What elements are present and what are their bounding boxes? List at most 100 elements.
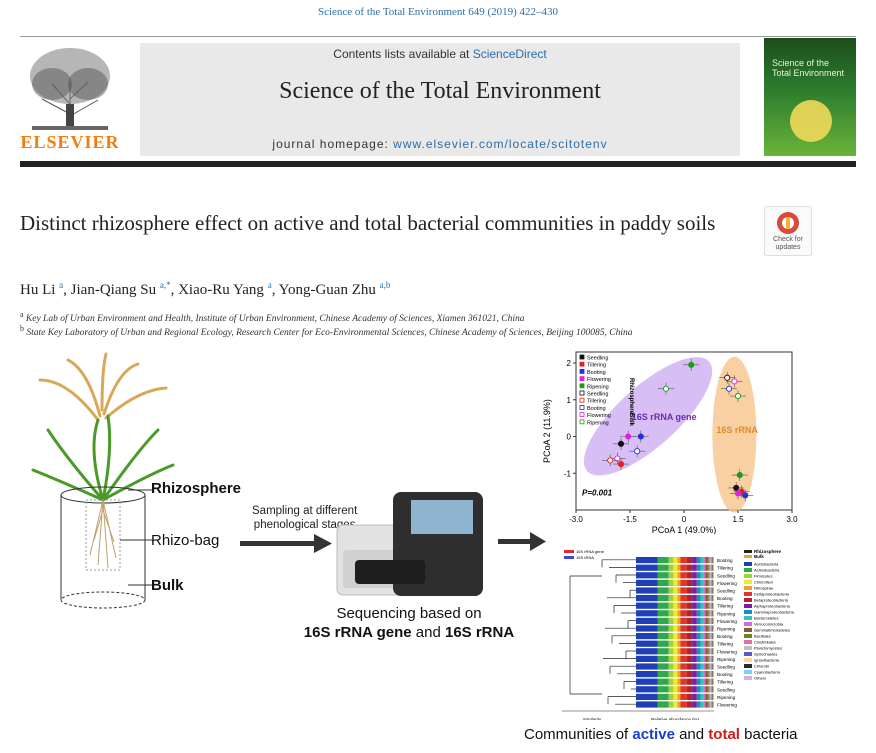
stacked-bar-segment <box>686 579 693 586</box>
taxa-legend-swatch <box>744 610 752 614</box>
stacked-bar-segment <box>705 640 707 647</box>
x-tick-label: 3.0 <box>786 515 798 524</box>
sample-label: Seedling <box>717 573 735 578</box>
stacked-bar-segment <box>706 572 709 579</box>
author-2[interactable]: Jian-Qiang Su a,* <box>70 280 171 298</box>
legend-entry: Booting <box>587 406 606 412</box>
cover-graphic <box>790 100 832 142</box>
stacked-bar-segment <box>710 564 711 571</box>
cover-title-line1: Science of the <box>772 58 830 68</box>
homepage-link[interactable]: www.elsevier.com/locate/scitotenv <box>393 137 608 151</box>
stacked-bar-segment <box>711 625 713 632</box>
stacked-bar-segment <box>677 655 681 662</box>
stacked-bar-segment <box>673 648 678 655</box>
y-tick-label: 2 <box>567 359 572 368</box>
stacked-bar-segment <box>706 625 709 632</box>
journal-banner <box>140 43 740 156</box>
stacked-bar-segment <box>712 625 714 632</box>
data-point <box>733 484 740 492</box>
stacked-bar-segment <box>657 595 669 602</box>
legend-entry: Seedling <box>587 392 608 398</box>
legend-marker <box>579 361 585 367</box>
stacked-bar-segment <box>636 640 658 647</box>
stacked-bar-segment <box>636 701 658 708</box>
sample-label: Booting <box>717 596 733 601</box>
stacked-bar-segment <box>673 655 678 662</box>
taxa-legend-label: Betaproteobacteria <box>754 598 789 603</box>
stacked-bar-segment <box>710 701 712 708</box>
stacked-bar-segment <box>673 640 678 647</box>
author-list: Hu Li a, Jian-Qiang Su a,*, Xiao-Ru Yang… <box>20 280 391 298</box>
data-point <box>607 457 614 464</box>
author-4[interactable]: Yong-Guan Zhu a,b <box>278 280 391 298</box>
data-point <box>736 472 743 479</box>
stacked-bar-segment <box>705 701 707 708</box>
rna-group-label: 16S rRNA <box>716 425 758 435</box>
article-title: Distinct rhizosphere effect on active an… <box>20 211 716 235</box>
taxa-legend-label: Spirochaetes <box>754 652 777 657</box>
stacked-bar-segment <box>711 686 713 693</box>
legend-entry: Flowering <box>587 413 611 419</box>
stacked-bar-segment <box>657 640 669 647</box>
legend-group-label: Rhizosphere <box>754 549 782 554</box>
data-point <box>725 385 733 392</box>
taxa-legend-swatch <box>744 640 752 644</box>
stacked-bar-segment <box>657 564 669 571</box>
author-1[interactable]: Hu Li a <box>20 280 64 298</box>
stacked-bar-segment <box>692 557 697 564</box>
stacked-bar-segment <box>668 663 674 670</box>
taxa-legend-swatch <box>744 598 752 602</box>
check-for-updates-button[interactable]: Check for updates <box>764 206 812 256</box>
stacked-bar-segment <box>712 701 714 708</box>
stacked-bar-segment <box>696 579 701 586</box>
taxa-legend-swatch <box>744 568 752 572</box>
stacked-bar-segment <box>677 633 681 640</box>
sample-label: Flowering <box>717 581 737 586</box>
stacked-bar-segment <box>712 633 714 640</box>
stacked-bar-segment <box>712 610 714 617</box>
stacked-bar-segment <box>680 671 687 678</box>
taxa-legend-label: Verrucomicrobia <box>754 622 784 627</box>
stacked-bar-segment <box>700 655 704 662</box>
stacked-bar-segment <box>700 686 704 693</box>
stacked-bar-segment <box>668 617 674 624</box>
legend-gene-label: 16S rRNA gene <box>576 549 605 554</box>
stacked-bar-segment <box>706 678 709 685</box>
stacked-bar-segment <box>692 610 697 617</box>
homepage-line: journal homepage: www.elsevier.com/locat… <box>140 137 740 151</box>
stacked-bar-segment <box>673 701 678 708</box>
stacked-bar-segment <box>677 602 681 609</box>
stacked-bar-segment <box>700 587 704 594</box>
stacked-bar-segment <box>705 602 707 609</box>
taxa-legend-swatch <box>744 628 752 632</box>
stacked-bar-segment <box>711 678 713 685</box>
stacked-bar-segment <box>677 640 681 647</box>
journal-cover[interactable]: Science of the Total Environment <box>764 38 856 156</box>
stacked-bar-segment <box>705 572 707 579</box>
stacked-bar-segment <box>680 617 687 624</box>
stacked-bar-segment <box>686 686 693 693</box>
author-3[interactable]: Xiao-Ru Yang a <box>178 280 272 298</box>
stacked-bar-segment <box>680 678 687 685</box>
stacked-bar-segment <box>696 671 701 678</box>
stacked-bar-segment <box>703 693 706 700</box>
stacked-bar-segment <box>700 678 704 685</box>
elsevier-tree-logo <box>30 48 110 130</box>
stacked-bar-segment <box>668 655 674 662</box>
stacked-bar-segment <box>705 693 707 700</box>
affiliation-a: a Key Lab of Urban Environment and Healt… <box>20 310 525 325</box>
stacked-bar-segment <box>700 572 704 579</box>
stacked-bar-segment <box>703 602 706 609</box>
stacked-bar-segment <box>712 579 714 586</box>
stacked-bar-segment <box>705 655 707 662</box>
stacked-bar-segment <box>696 640 701 647</box>
sciencedirect-link[interactable]: ScienceDirect <box>472 47 547 61</box>
stacked-bar-segment <box>677 701 681 708</box>
legend-entry: Tillering <box>587 363 606 369</box>
stacked-bar-segment <box>686 587 693 594</box>
stacked-bar-segment <box>657 572 669 579</box>
stacked-bar-segment <box>696 564 701 571</box>
citation-line[interactable]: Science of the Total Environment 649 (20… <box>317 6 559 18</box>
x-tick-label: -3.0 <box>569 515 583 524</box>
legend-side-label: Bulk <box>628 413 634 427</box>
